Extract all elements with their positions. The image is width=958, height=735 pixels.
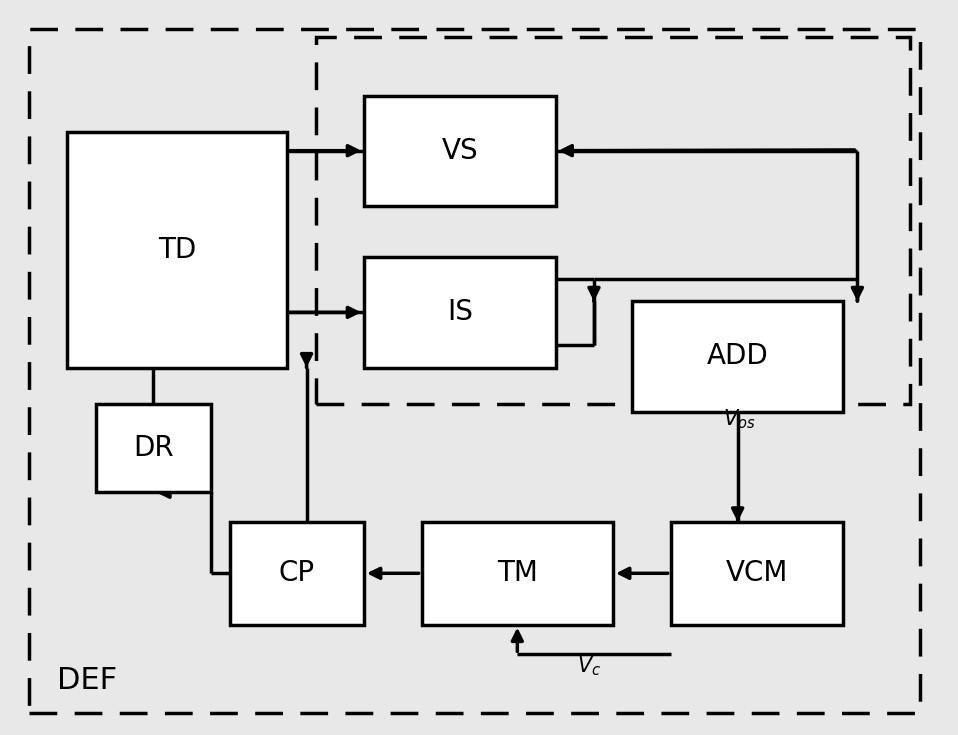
Text: $V_{os}$: $V_{os}$ xyxy=(723,407,756,431)
Text: IS: IS xyxy=(446,298,473,326)
Bar xyxy=(67,132,287,368)
Bar xyxy=(364,257,556,368)
Bar xyxy=(316,37,910,404)
Bar xyxy=(632,301,843,412)
Text: TD: TD xyxy=(158,236,196,264)
Text: VS: VS xyxy=(442,137,478,165)
Bar xyxy=(96,404,211,492)
Text: CP: CP xyxy=(279,559,315,587)
Bar xyxy=(364,96,556,206)
Text: ADD: ADD xyxy=(707,343,768,370)
Text: $V_c$: $V_c$ xyxy=(577,654,602,678)
Bar xyxy=(230,522,364,625)
Text: DEF: DEF xyxy=(57,666,118,695)
Text: TM: TM xyxy=(497,559,537,587)
Bar xyxy=(671,522,843,625)
Text: VCM: VCM xyxy=(725,559,788,587)
Text: DR: DR xyxy=(133,434,173,462)
Bar xyxy=(422,522,613,625)
